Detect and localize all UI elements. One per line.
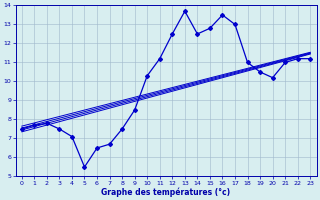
- X-axis label: Graphe des températures (°c): Graphe des températures (°c): [101, 187, 231, 197]
